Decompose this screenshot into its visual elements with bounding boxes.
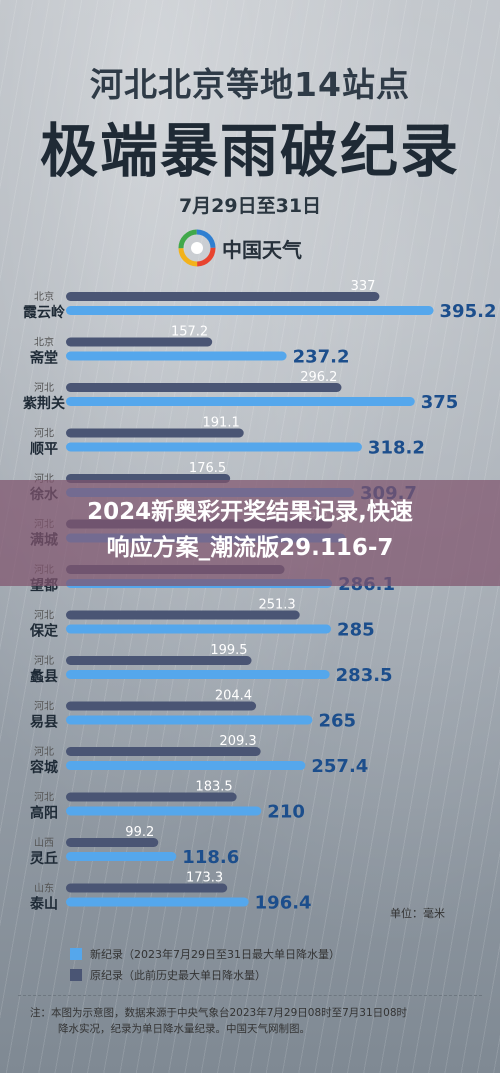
station-label: 紫荆关 (23, 395, 65, 412)
old-record-bar (66, 838, 159, 847)
station-label: 顺平 (30, 442, 58, 458)
old-record-label: 337 (351, 279, 376, 294)
new-record-label: 318.2 (368, 438, 425, 459)
new-record-bar (66, 670, 330, 679)
old-record-bar (66, 428, 244, 438)
new-record-bar (66, 715, 313, 725)
province-label: 河北 (34, 746, 54, 758)
province-label: 北京 (34, 336, 54, 349)
title-line1: 河北北京等地14站点 (90, 65, 410, 104)
old-record-label: 296.2 (300, 370, 337, 385)
old-record-label: 99.2 (125, 825, 154, 840)
legend-old: 原纪录（此前历史最大单日降水量） (70, 967, 266, 983)
brand-logo: 中国天气 (178, 228, 338, 268)
new-record-bar (66, 351, 287, 361)
station-label: 斋堂 (29, 350, 58, 367)
station-label: 容城 (29, 759, 58, 776)
old-record-label: 173.3 (186, 871, 223, 886)
province-label: 山东 (34, 882, 54, 895)
overlay-banner: 2024新奥彩开奖结果记录,快速 响应方案_潮流版29.116-7 (0, 480, 500, 586)
banner-line1: 2024新奥彩开奖结果记录,快速 (87, 499, 413, 525)
station-label: 高阳 (30, 805, 58, 822)
old-record-label: 204.4 (215, 689, 252, 704)
new-record-bar (66, 761, 306, 770)
new-record-label: 285 (337, 620, 375, 641)
new-record-bar (66, 897, 249, 907)
new-record-label: 210 (267, 802, 305, 823)
legend-label-new: 新纪录（2023年7月29日至31日最大单日降水量） (90, 948, 340, 961)
station-label: 蠡县 (30, 668, 58, 685)
old-record-bar (66, 656, 252, 665)
legend-swatch-new (70, 948, 82, 960)
old-record-bar (66, 337, 213, 347)
date-range: 7月29日至31日 (178, 195, 322, 217)
old-record-label: 191.1 (203, 416, 240, 431)
old-record-bar (66, 292, 380, 301)
unit-label: 单位：毫米 (390, 907, 445, 920)
new-record-bar (66, 624, 332, 634)
new-record-bar (66, 442, 362, 452)
old-record-label: 176.5 (189, 461, 226, 476)
new-record-label: 395.2 (440, 301, 497, 322)
old-record-bar (66, 792, 237, 802)
new-record-label: 237.2 (293, 347, 350, 368)
new-record-label: 283.5 (336, 665, 393, 686)
old-record-label: 157.2 (171, 325, 208, 340)
banner-line2: 响应方案_潮流版29.116-7 (106, 535, 394, 561)
new-record-bar (66, 397, 415, 406)
province-label: 山西 (34, 837, 54, 849)
note-line2: 降水实况，纪录为单日降水量纪录。中国天气网制图。 (58, 1023, 310, 1035)
station-label: 保定 (29, 623, 58, 640)
station-label: 易县 (30, 715, 58, 731)
legend-label-old: 原纪录（此前历史最大单日降水量） (90, 969, 266, 982)
legend-swatch-old (70, 969, 82, 981)
new-record-bar (66, 806, 262, 816)
province-label: 河北 (34, 382, 54, 394)
new-record-label: 375 (421, 392, 459, 413)
old-record-label: 251.3 (258, 598, 295, 613)
legend-new: 新纪录（2023年7月29日至31日最大单日降水量） (70, 946, 340, 962)
old-record-bar (66, 701, 257, 711)
station-label: 泰山 (29, 896, 58, 913)
brand-name: 中国天气 (222, 237, 302, 262)
province-label: 河北 (34, 428, 54, 440)
old-record-bar (66, 883, 228, 893)
footer-note: 注：本图为示意图，数据来源于中央气象台2023年7月29日08时至7月31日08… (30, 1005, 480, 1037)
old-record-label: 199.5 (210, 643, 247, 658)
province-label: 河北 (34, 792, 54, 804)
province-label: 河北 (34, 655, 54, 667)
station-label: 霞云岭 (23, 304, 65, 321)
new-record-label: 118.6 (182, 847, 239, 868)
old-record-bar (66, 383, 342, 392)
china-weather-logo-icon (178, 229, 216, 267)
note-line1: 注：本图为示意图，数据来源于中央气象台2023年7月29日08时至7月31日08… (30, 1007, 408, 1019)
old-record-label: 183.5 (195, 780, 232, 795)
footer-divider (18, 995, 482, 996)
old-record-bar (66, 747, 261, 756)
province-label: 河北 (34, 610, 54, 622)
province-label: 北京 (34, 290, 54, 303)
new-record-label: 196.4 (255, 893, 312, 914)
new-record-bar (66, 306, 434, 315)
old-record-label: 209.3 (219, 734, 256, 749)
title-line2: 极端暴雨破纪录 (39, 117, 460, 185)
new-record-label: 257.4 (311, 756, 368, 777)
province-label: 河北 (34, 701, 54, 713)
station-label: 灵丘 (30, 851, 58, 867)
old-record-bar (66, 610, 300, 620)
new-record-bar (66, 852, 177, 861)
new-record-label: 265 (318, 711, 356, 732)
